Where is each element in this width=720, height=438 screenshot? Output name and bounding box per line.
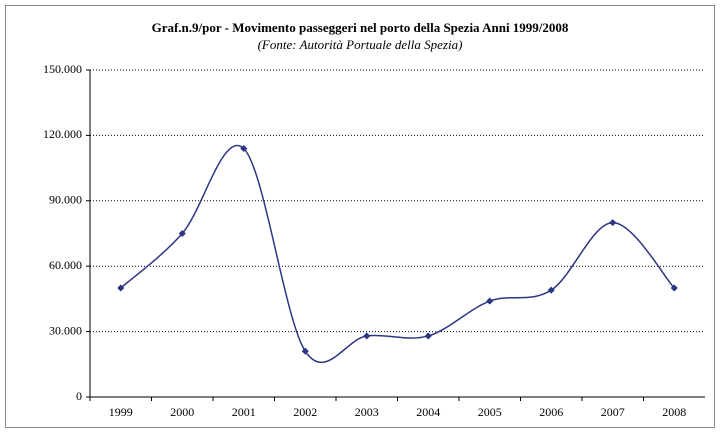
chart-subtitle: (Fonte: Autorità Portuale della Spezia) <box>258 37 463 52</box>
marker <box>547 286 555 294</box>
marker <box>424 332 432 340</box>
x-tick-label: 2006 <box>539 405 563 419</box>
x-tick-label: 2004 <box>416 405 440 419</box>
x-tick-label: 2005 <box>478 405 502 419</box>
chart-frame <box>5 5 715 428</box>
marker <box>486 297 494 305</box>
x-tick-label: 2000 <box>170 405 194 419</box>
x-tick-label: 2001 <box>232 405 256 419</box>
y-tick-label: 0 <box>76 389 82 403</box>
x-tick-label: 2007 <box>601 405 625 419</box>
marker <box>117 284 125 292</box>
x-tick-label: 1999 <box>109 405 133 419</box>
y-tick-label: 60.000 <box>49 258 82 272</box>
marker <box>178 229 186 238</box>
y-tick-label: 150.000 <box>43 62 82 76</box>
x-tick-label: 2002 <box>293 405 317 419</box>
chart-title: Graf.n.9/por - Movimento passeggeri nel … <box>152 20 569 35</box>
y-tick-label: 30.000 <box>49 323 82 337</box>
y-tick-label: 120.000 <box>43 127 82 141</box>
marker <box>670 284 678 292</box>
marker <box>609 219 617 227</box>
x-tick-label: 2008 <box>662 405 686 419</box>
x-tick-label: 2003 <box>355 405 379 419</box>
marker <box>301 347 309 355</box>
y-tick-label: 90.000 <box>49 193 82 207</box>
marker <box>363 332 371 340</box>
marker <box>240 144 248 153</box>
